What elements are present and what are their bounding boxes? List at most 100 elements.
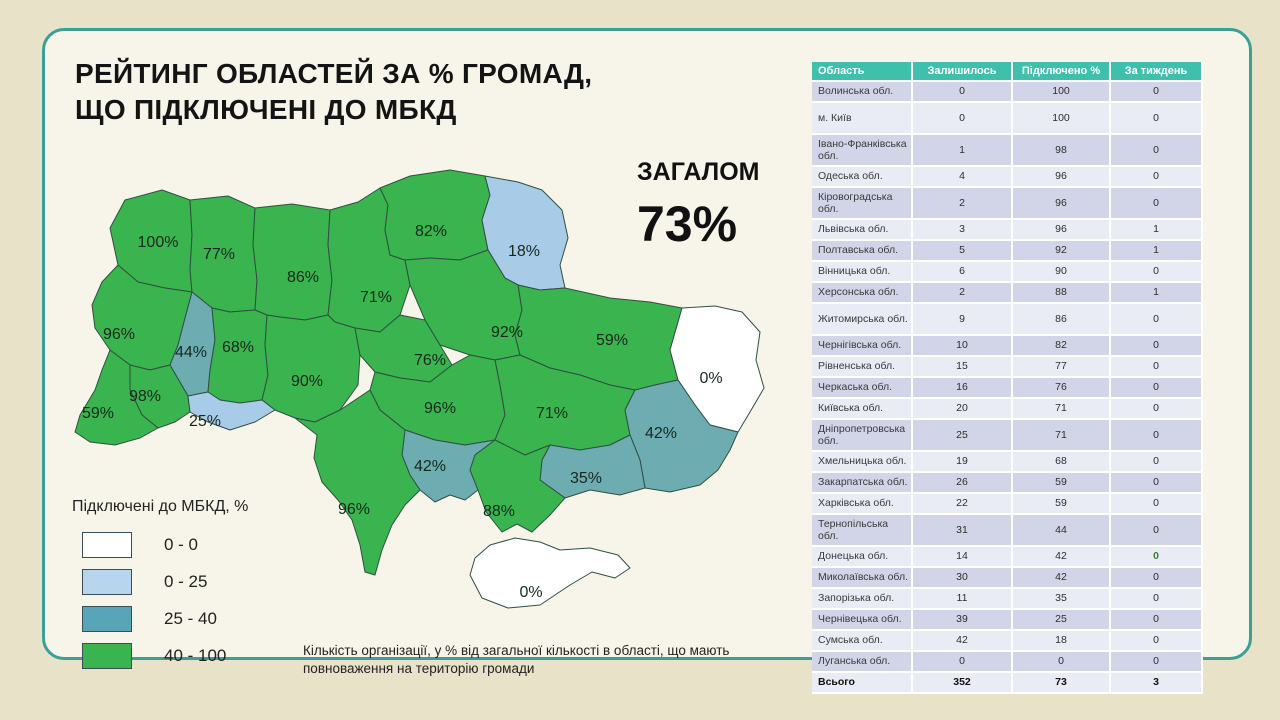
cell-pct: 88: [1012, 282, 1111, 304]
cell-remaining: 25: [912, 419, 1013, 452]
cell-pct: 100: [1012, 81, 1111, 103]
region-kherson: [469, 439, 566, 533]
cell-remaining: 0: [912, 81, 1013, 103]
cell-pct: 96: [1012, 166, 1111, 188]
region-label-zhytomyr: 86%: [287, 269, 319, 286]
legend-items: 0 - 0 0 - 25 25 - 40 40 - 100: [72, 532, 248, 669]
region-label-rivne: 77%: [203, 246, 235, 263]
region-label-crimea: 0%: [519, 584, 542, 601]
region-vinnytsia: [261, 314, 361, 423]
table-row: Одеська обл. 4 96 0: [812, 166, 1203, 188]
cell-week: 0: [1110, 134, 1203, 167]
table-row: Полтавська обл. 5 92 1: [812, 240, 1203, 262]
footnote: Кількість організації, у % від загальної…: [303, 643, 730, 677]
cell-pct: 59: [1012, 493, 1111, 515]
region-zakarpattia: [74, 349, 159, 446]
cell-week: 0: [1110, 609, 1203, 631]
table-header-row: Область Залишилось Підключено % За тижде…: [812, 62, 1203, 82]
cell-week: 0: [1110, 493, 1203, 515]
region-zhytomyr: [252, 203, 333, 321]
cell-region-name: Хмельницька обл.: [812, 451, 913, 473]
table-row: Львівська обл. 3 96 1: [812, 219, 1203, 241]
table-row: Дніпропетровська обл. 25 71 0: [812, 419, 1203, 452]
cell-pct: 100: [1012, 102, 1111, 135]
cell-pct: 44: [1012, 514, 1111, 547]
cell-week: 0: [1110, 567, 1203, 589]
cell-remaining: 22: [912, 493, 1013, 515]
region-label-kyiv-oblast: 71%: [360, 289, 392, 306]
region-label-cherkasy: 76%: [414, 352, 446, 369]
cell-remaining: 14: [912, 546, 1013, 568]
legend-item-label: 0 - 0: [164, 535, 199, 554]
cell-region-name: Житомирська обл.: [812, 303, 913, 336]
cell-region-name: Сумська обл.: [812, 630, 913, 652]
cell-week: 0: [1110, 261, 1203, 283]
cell-week: 0: [1110, 303, 1203, 336]
region-label-chernivtsi: 25%: [189, 413, 221, 430]
cell-pct: 42: [1012, 567, 1111, 589]
cell-region-name: Донецька обл.: [812, 546, 913, 568]
cell-region-name: Полтавська обл.: [812, 240, 913, 262]
region-odesa: [294, 389, 421, 576]
cell-week: 0: [1110, 651, 1203, 673]
map-legend: Підключені до МБКД, % 0 - 0 0 - 25 25 - 40…: [72, 498, 248, 680]
cell-region-name: Луганська обл.: [812, 651, 913, 673]
legend-swatch: [82, 606, 132, 632]
table-row: Черкаська обл. 16 76 0: [812, 377, 1203, 399]
legend-swatch: [82, 532, 132, 558]
legend-swatch: [82, 569, 132, 595]
cell-pct: 73: [1012, 672, 1111, 694]
cell-pct: 42: [1012, 546, 1111, 568]
table-row: Луганська обл. 0 0 0: [812, 651, 1203, 673]
cell-remaining: 2: [912, 187, 1013, 220]
cell-week: 0: [1110, 166, 1203, 188]
table-row: м. Київ 0 100 0: [812, 102, 1203, 135]
column-header-connected-pct: Підключено %: [1012, 62, 1111, 82]
cell-week: 1: [1110, 282, 1203, 304]
cell-remaining: 0: [912, 102, 1013, 135]
cell-region-name: Черкаська обл.: [812, 377, 913, 399]
column-header-remaining: Залишилось: [912, 62, 1013, 82]
legend-item-label: 25 - 40: [164, 609, 217, 628]
cell-week: 0: [1110, 472, 1203, 494]
cell-week: 0: [1110, 451, 1203, 473]
cell-region-name: Одеська обл.: [812, 166, 913, 188]
legend-item-label: 40 - 100: [164, 646, 227, 665]
regions-table-wrap: Область Залишилось Підключено % За тижде…: [812, 62, 1203, 694]
total-label: ЗАГАЛОМ: [637, 158, 760, 186]
cell-region-name: Київська обл.: [812, 398, 913, 420]
cell-pct: 71: [1012, 398, 1111, 420]
cell-pct: 18: [1012, 630, 1111, 652]
cell-region-name: Кіровоградська обл.: [812, 187, 913, 220]
table-row: Донецька обл. 14 42 0: [812, 546, 1203, 568]
cell-remaining: 6: [912, 261, 1013, 283]
table-row: Київська обл. 20 71 0: [812, 398, 1203, 420]
region-label-ternopil: 44%: [175, 344, 207, 361]
legend-title: Підключені до МБКД, %: [72, 498, 249, 515]
region-chernivtsi: [187, 391, 276, 431]
region-label-odesa: 96%: [338, 501, 370, 518]
region-label-volyn: 100%: [138, 234, 179, 251]
cell-remaining: 11: [912, 588, 1013, 610]
cell-remaining: 39: [912, 609, 1013, 631]
region-label-kirovohrad: 96%: [424, 400, 456, 417]
cell-pct: 71: [1012, 419, 1111, 452]
cell-pct: 82: [1012, 335, 1111, 357]
cell-region-name: м. Київ: [812, 102, 913, 135]
cell-remaining: 20: [912, 398, 1013, 420]
cell-pct: 0: [1012, 651, 1111, 673]
cell-pct: 25: [1012, 609, 1111, 631]
table-row: Тернопільська обл. 31 44 0: [812, 514, 1203, 547]
cell-week: 0: [1110, 102, 1203, 135]
regions-table-body: Волинська обл. 0 100 0 м. Київ 0 100 0 Івано-Фра…: [812, 81, 1203, 694]
region-label-dnipropetrovsk: 71%: [536, 405, 568, 422]
cell-region-name: Херсонська обл.: [812, 282, 913, 304]
cell-week: 0: [1110, 630, 1203, 652]
cell-remaining: 1: [912, 134, 1013, 167]
column-header-per-week: За тиждень: [1110, 62, 1203, 82]
cell-week: 0: [1110, 335, 1203, 357]
cell-pct: 90: [1012, 261, 1111, 283]
cell-region-name: Закарпатська обл.: [812, 472, 913, 494]
cell-remaining: 31: [912, 514, 1013, 547]
cell-remaining: 16: [912, 377, 1013, 399]
